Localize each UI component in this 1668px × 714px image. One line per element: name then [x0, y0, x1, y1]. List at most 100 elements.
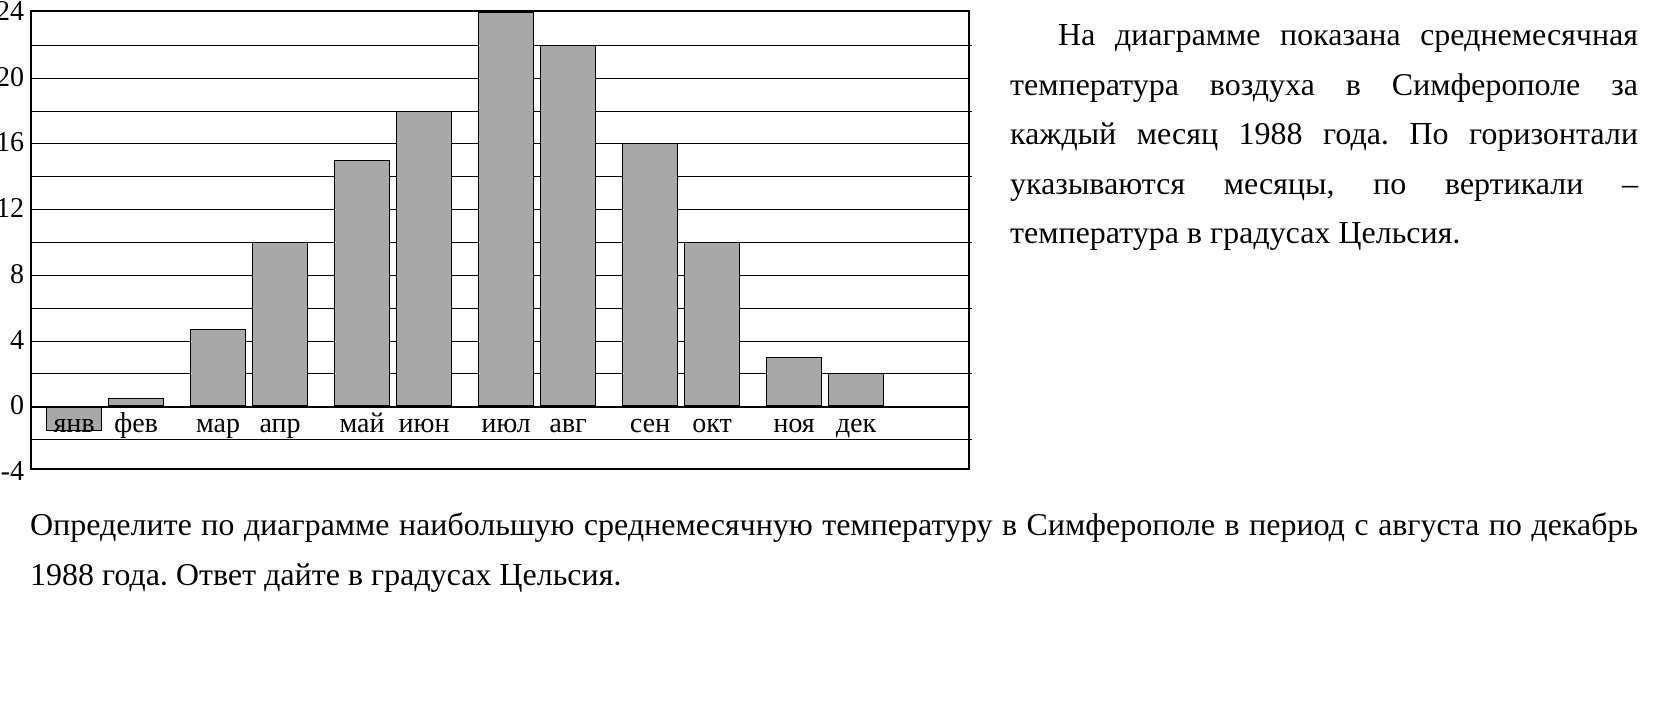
minor-gridline: [828, 45, 884, 46]
minor-gridline: [622, 111, 678, 112]
minor-gridline: [164, 111, 190, 112]
minor-gridline: [164, 373, 190, 374]
minor-gridline: [884, 176, 972, 177]
minor-gridline: [308, 308, 334, 309]
minor-gridline: [766, 308, 822, 309]
minor-gridline: [622, 45, 678, 46]
minor-gridline: [740, 45, 766, 46]
minor-gridline: [32, 176, 46, 177]
minor-gridline: [452, 308, 478, 309]
x-axis-label: июл: [478, 408, 534, 440]
y-axis-label: -4: [1, 456, 32, 488]
minor-gridline: [164, 176, 190, 177]
x-axis-label: окт: [684, 408, 740, 440]
minor-gridline: [596, 373, 622, 374]
minor-gridline: [452, 111, 478, 112]
minor-gridline: [252, 111, 308, 112]
temperature-bar: [684, 242, 740, 406]
temperature-bar: [828, 373, 884, 406]
minor-gridline: [884, 373, 972, 374]
minor-gridline: [884, 111, 972, 112]
minor-gridline: [452, 45, 478, 46]
minor-gridline: [334, 111, 390, 112]
minor-gridline: [190, 111, 246, 112]
minor-gridline: [46, 45, 102, 46]
minor-gridline: [596, 242, 622, 243]
minor-gridline: [740, 111, 766, 112]
x-axis-label: фев: [108, 408, 164, 440]
minor-gridline: [884, 439, 972, 440]
x-axis-label: мар: [190, 408, 246, 440]
minor-gridline: [190, 242, 246, 243]
minor-gridline: [596, 45, 622, 46]
minor-gridline: [766, 176, 822, 177]
minor-gridline: [108, 242, 164, 243]
chart-caption: На диаграмме по­казана среднемесяч­ная т…: [1010, 10, 1638, 258]
minor-gridline: [766, 111, 822, 112]
temperature-bar: [540, 45, 596, 406]
x-axis-label: июн: [396, 408, 452, 440]
minor-gridline: [32, 242, 46, 243]
problem-question: Определите по диаграмме наибольшую средн…: [30, 500, 1638, 599]
minor-gridline: [884, 242, 972, 243]
minor-gridline: [766, 45, 822, 46]
minor-gridline: [596, 111, 622, 112]
minor-gridline: [308, 439, 334, 440]
minor-gridline: [596, 176, 622, 177]
minor-gridline: [740, 242, 766, 243]
minor-gridline: [190, 45, 246, 46]
top-container: -404812162024янвфевмарапрмайиюниюлавгсен…: [30, 10, 1638, 470]
minor-gridline: [828, 308, 884, 309]
minor-gridline: [596, 308, 622, 309]
temperature-bar: [334, 160, 390, 406]
minor-gridline: [32, 45, 46, 46]
x-axis-label: апр: [252, 408, 308, 440]
y-axis-label: 0: [10, 390, 32, 422]
temperature-bar: [622, 143, 678, 406]
minor-gridline: [884, 308, 972, 309]
x-axis-label: янв: [46, 408, 102, 440]
minor-gridline: [452, 242, 478, 243]
y-axis-label: 24: [0, 0, 32, 28]
x-axis-label: май: [334, 408, 390, 440]
temperature-bar: [478, 12, 534, 406]
minor-gridline: [884, 45, 972, 46]
minor-gridline: [308, 242, 334, 243]
minor-gridline: [32, 373, 46, 374]
minor-gridline: [396, 45, 452, 46]
minor-gridline: [32, 308, 46, 309]
minor-gridline: [190, 308, 246, 309]
minor-gridline: [46, 242, 102, 243]
y-axis-label: 8: [10, 259, 32, 291]
minor-gridline: [108, 111, 164, 112]
minor-gridline: [684, 176, 740, 177]
temperature-bar: [190, 329, 246, 406]
minor-gridline: [334, 45, 390, 46]
chart-plot-area: -404812162024янвфевмарапрмайиюниюлавгсен…: [30, 10, 970, 470]
minor-gridline: [828, 176, 884, 177]
minor-gridline: [452, 373, 478, 374]
minor-gridline: [308, 111, 334, 112]
minor-gridline: [828, 242, 884, 243]
minor-gridline: [46, 308, 102, 309]
y-axis-label: 4: [10, 325, 32, 357]
minor-gridline: [108, 373, 164, 374]
minor-gridline: [108, 308, 164, 309]
minor-gridline: [108, 45, 164, 46]
minor-gridline: [740, 373, 766, 374]
temperature-bar: [396, 111, 452, 407]
x-axis-label: сен: [622, 408, 678, 440]
minor-gridline: [46, 373, 102, 374]
minor-gridline: [164, 308, 190, 309]
minor-gridline: [190, 176, 246, 177]
y-axis-label: 16: [0, 127, 32, 159]
temperature-chart: -404812162024янвфевмарапрмайиюниюлавгсен…: [30, 10, 970, 470]
minor-gridline: [32, 111, 46, 112]
temperature-bar: [766, 357, 822, 406]
temperature-bar: [108, 398, 164, 406]
minor-gridline: [164, 45, 190, 46]
minor-gridline: [740, 439, 766, 440]
minor-gridline: [452, 176, 478, 177]
minor-gridline: [308, 373, 334, 374]
minor-gridline: [684, 111, 740, 112]
